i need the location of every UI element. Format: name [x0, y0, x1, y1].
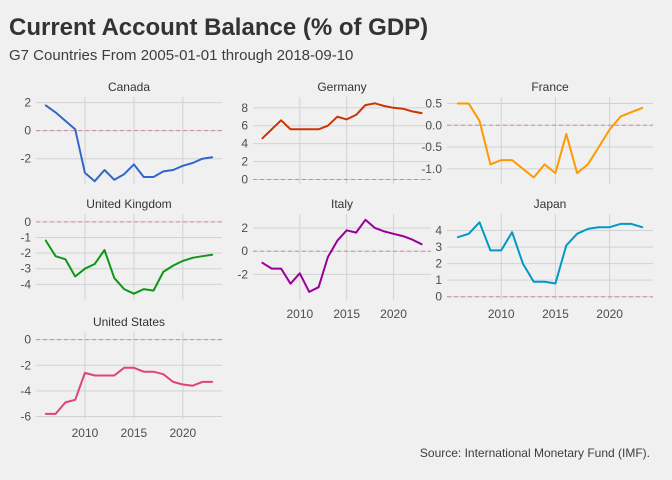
panel-title-germany: Germany [317, 80, 366, 94]
y-tick-label: -2 [237, 267, 248, 281]
y-tick-label: 0.5 [425, 97, 442, 111]
y-tick-label: 4 [241, 137, 248, 151]
x-tick-label: 2015 [333, 307, 360, 321]
y-tick-label: -4 [20, 277, 31, 291]
panel-france: France 0.5 0.0 -0.5 -1.0 [421, 80, 653, 184]
y-tick-label: -3 [20, 262, 31, 276]
x-tick-label: 2010 [286, 307, 313, 321]
chart-subtitle: G7 Countries From 2005-01-01 through 201… [9, 47, 354, 64]
x-tick-label: 2015 [121, 426, 148, 440]
panel-title-japan: Japan [534, 197, 567, 211]
panel-title-united-states: United States [93, 315, 165, 329]
y-tick-label: -2 [20, 246, 31, 260]
series-line-germany [261, 102, 423, 140]
panel-title-france: France [531, 80, 569, 94]
y-tick-label: -6 [20, 409, 31, 423]
x-tick-label: 2020 [380, 307, 407, 321]
y-tick-label: 0 [241, 173, 248, 187]
y-tick-label: 2 [435, 257, 442, 271]
y-tick-label: 4 [435, 224, 442, 238]
y-tick-label: 2 [241, 221, 248, 235]
panel-united-kingdom: United Kingdom 0-1 -2 -3-4 [20, 197, 222, 300]
y-tick-label: 2 [24, 96, 31, 110]
panel-canada: Canada 2 0 -2 [20, 80, 222, 184]
y-tick-label: -0.5 [421, 140, 442, 154]
chart-caption: Source: International Monetary Fund (IMF… [419, 446, 650, 460]
series-line-canada [44, 104, 214, 183]
panel-title-united-kingdom: United Kingdom [86, 197, 171, 211]
y-tick-label: 1 [435, 273, 442, 287]
x-tick-label: 2020 [596, 307, 623, 321]
x-tick-label: 2020 [169, 426, 196, 440]
y-tick-label: 0.0 [425, 118, 442, 132]
y-tick-label: 3 [435, 240, 442, 254]
x-tick-label: 2010 [488, 307, 515, 321]
x-tick-label: 2015 [542, 307, 569, 321]
series-line-italy [261, 218, 423, 293]
y-tick-label: 0 [435, 290, 442, 304]
y-tick-label: -1 [20, 230, 31, 244]
panel-italy: Italy 2 0 -2 2010 2015 2020 [237, 197, 431, 321]
chart-title: Current Account Balance (% of GDP) [9, 14, 429, 41]
y-tick-label: -1.0 [421, 162, 442, 176]
x-tick-label: 2010 [72, 426, 99, 440]
panel-germany: Germany 8 6 4 2 0 [241, 80, 431, 187]
y-tick-label: -2 [20, 358, 31, 372]
y-tick-label: 0 [241, 244, 248, 258]
panel-title-canada: Canada [108, 80, 150, 94]
y-tick-label: -2 [20, 152, 31, 166]
y-tick-label: 0 [24, 333, 31, 347]
y-tick-label: 0 [24, 215, 31, 229]
y-tick-label: 2 [241, 155, 248, 169]
y-tick-label: 6 [241, 119, 248, 133]
panel-japan: Japan 4 3 2 1 0 2010 2015 2020 [435, 197, 653, 321]
y-tick-label: 8 [241, 101, 248, 115]
series-line-united-kingdom [44, 239, 214, 295]
panel-united-states: United States 0 -2 -4 -6 2010 2015 2020 [20, 315, 222, 440]
y-tick-label: -4 [20, 384, 31, 398]
series-line-france [456, 102, 644, 179]
panel-title-italy: Italy [331, 197, 353, 211]
y-tick-label: 0 [24, 124, 31, 138]
series-line-japan [456, 221, 644, 285]
series-line-united-states [44, 366, 214, 415]
